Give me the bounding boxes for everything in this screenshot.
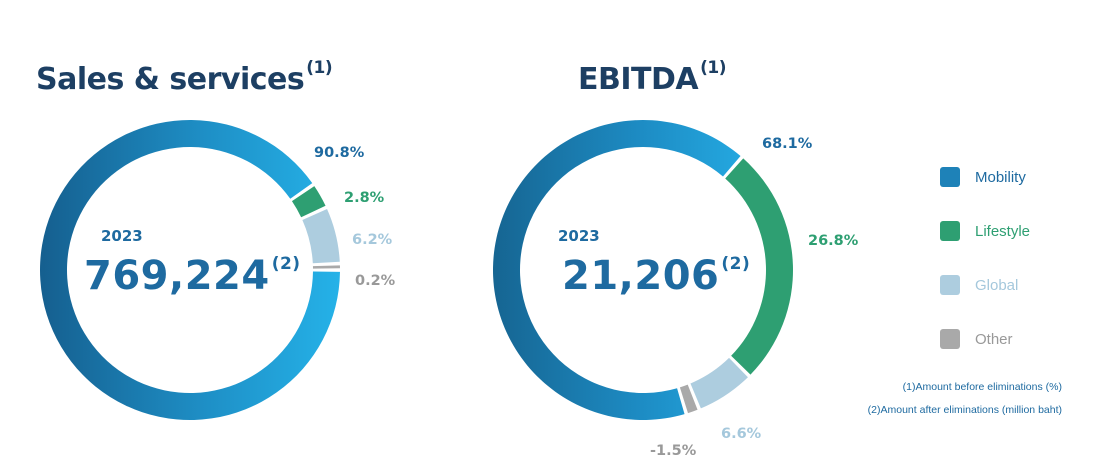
legend-swatch-global xyxy=(940,275,960,295)
sales-total-footnote-marker: (2) xyxy=(271,254,301,274)
sales-title-footnote-marker: (1) xyxy=(306,58,333,78)
sales-slice-lifestyle xyxy=(291,186,326,218)
ebitda-slice-other xyxy=(679,384,698,414)
legend-item-other: Other xyxy=(940,312,1030,366)
legend-label-other: Other xyxy=(975,330,1013,348)
ebitda-label-lifestyle: 26.8% xyxy=(808,233,859,249)
ebitda-title-footnote-marker: (1) xyxy=(700,58,726,78)
legend-label-global: Global xyxy=(975,276,1019,294)
sales-label-lifestyle: 2.8% xyxy=(344,190,385,206)
sales-donut xyxy=(40,120,340,421)
ebitda-slice-mobility xyxy=(492,120,741,420)
legend-swatch-mobility xyxy=(940,167,960,187)
sales-label-mobility: 90.8% xyxy=(314,145,365,161)
ebitda-slice-lifestyle xyxy=(725,158,793,375)
sales-slice-global xyxy=(302,209,340,264)
sales-label-other: 0.2% xyxy=(355,273,396,289)
legend-swatch-lifestyle xyxy=(940,221,960,241)
ebitda-total-footnote-marker: (2) xyxy=(721,254,751,274)
ebitda-label-other: -1.5% xyxy=(650,443,697,459)
ebitda-center-total: 21,206 (2) xyxy=(562,253,751,299)
sales-chart-title: Sales & services (1) xyxy=(36,58,333,97)
ebitda-donut xyxy=(492,120,793,420)
ebitda-label-global: 6.6% xyxy=(721,426,762,442)
footnote-before-eliminations: (1)Amount before eliminations (%) xyxy=(902,381,1062,393)
sales-slice-other xyxy=(312,265,340,269)
legend-label-mobility: Mobility xyxy=(975,168,1026,186)
legend-item-lifestyle: Lifestyle xyxy=(940,204,1030,258)
ebitda-center-year: 2023 xyxy=(558,227,600,245)
ebitda-label-mobility: 68.1% xyxy=(762,136,813,152)
ebitda-slice-global xyxy=(690,357,748,409)
sales-center-year: 2023 xyxy=(101,227,143,245)
chart-legend: Mobility Lifestyle Global Other xyxy=(940,150,1030,366)
sales-center-total: 769,224 (2) xyxy=(84,253,301,299)
legend-item-mobility: Mobility xyxy=(940,150,1030,204)
legend-item-global: Global xyxy=(940,258,1030,312)
legend-label-lifestyle: Lifestyle xyxy=(975,222,1031,240)
sales-label-global: 6.2% xyxy=(352,232,393,248)
footnote-after-eliminations: (2)Amount after eliminations (million ba… xyxy=(867,404,1062,416)
ebitda-chart-title: EBITDA (1) xyxy=(578,58,726,97)
legend-swatch-other xyxy=(940,329,960,349)
